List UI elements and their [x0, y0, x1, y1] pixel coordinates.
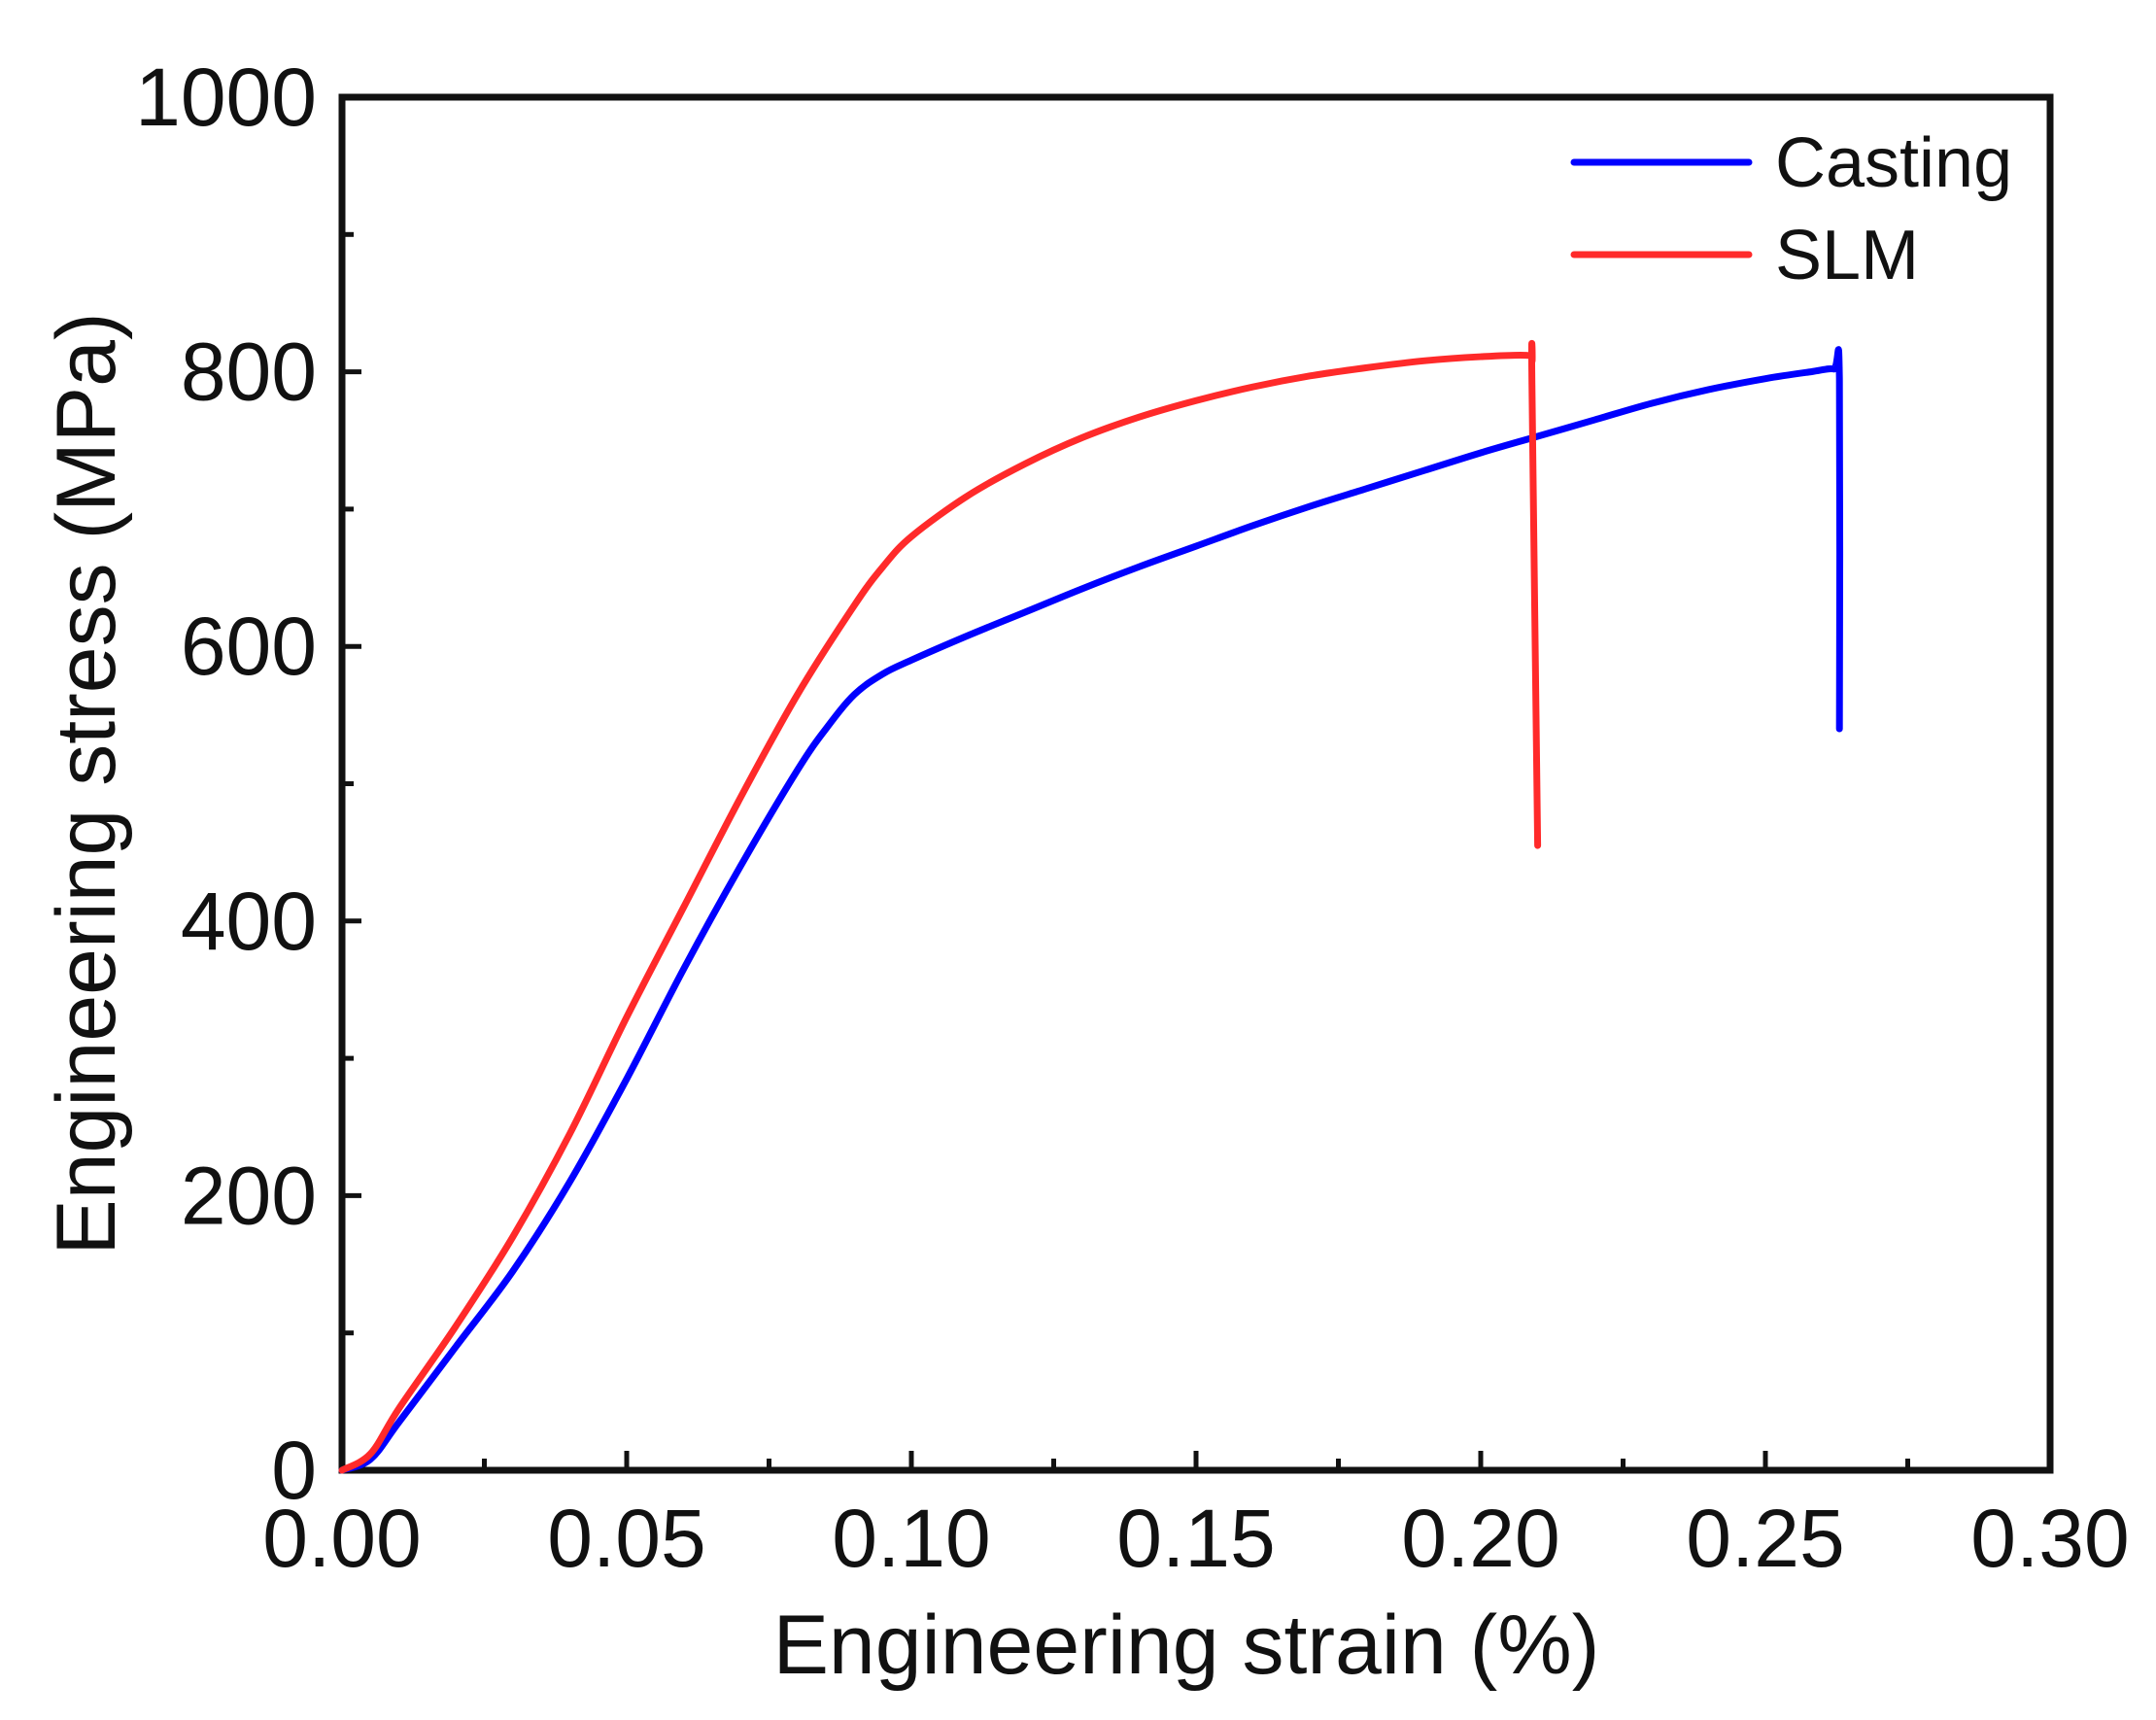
- y-tick-label: 600: [181, 601, 317, 692]
- x-tick-label: 0.00: [262, 1493, 422, 1584]
- x-tick-label: 0.20: [1401, 1493, 1560, 1584]
- x-axis-title: Engineering strain (%): [773, 1599, 1600, 1692]
- y-tick-label: 1000: [135, 52, 317, 143]
- y-axis-title: Engineering stress (MPa): [40, 312, 133, 1255]
- slm-series-line: [338, 339, 1542, 1474]
- y-tick-label: 0: [271, 1425, 317, 1516]
- x-tick-label: 0.15: [1116, 1493, 1276, 1584]
- legend-slm-label: SLM: [1775, 217, 1919, 294]
- plot-frame: [338, 93, 2054, 1474]
- y-tick-label: 400: [181, 876, 317, 967]
- x-tick-label: 0.10: [832, 1493, 991, 1584]
- x-tick-label: 0.30: [1970, 1493, 2130, 1584]
- x-tick-label: 0.05: [547, 1493, 706, 1584]
- y-tick-label: 200: [181, 1150, 317, 1241]
- y-tick-label: 800: [181, 327, 317, 418]
- x-tick-label: 0.25: [1686, 1493, 1845, 1584]
- legend-casting-label: Casting: [1775, 124, 2012, 202]
- casting-series-line: [338, 346, 1844, 1474]
